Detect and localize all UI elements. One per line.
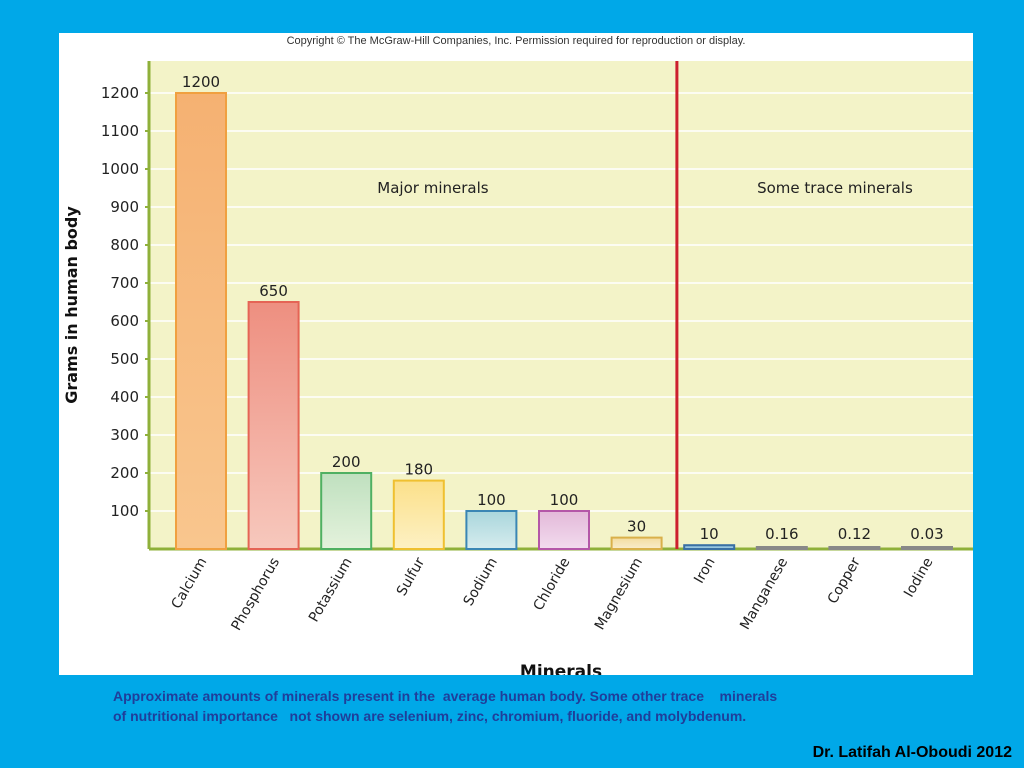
- y-tick-label: 400: [110, 388, 139, 406]
- y-tick-label: 800: [110, 236, 139, 254]
- bar: [828, 546, 881, 550]
- bar: [392, 479, 445, 551]
- y-tick-label: 300: [110, 426, 139, 444]
- figure-caption: Approximate amounts of minerals present …: [113, 686, 973, 726]
- bar-value-label: 0.16: [765, 525, 798, 543]
- y-tick-label: 1000: [101, 160, 139, 178]
- bar: [538, 510, 590, 550]
- x-category-label: Calcium: [168, 555, 210, 612]
- chart-figure: Copyright © The McGraw-Hill Companies, I…: [59, 33, 973, 675]
- region-label-major: Major minerals: [377, 179, 488, 197]
- bar: [465, 510, 518, 550]
- y-axis-title: Grams in human body: [62, 206, 81, 404]
- x-category-label: Chloride: [530, 555, 573, 613]
- mineral-bar-chart: 100 200 300 400 500 600 700 800 900 1000 1100 1200 1…: [62, 61, 973, 675]
- y-tick-label: 1100: [101, 122, 139, 140]
- bar-value-label: 30: [627, 518, 646, 536]
- y-tick-label: 700: [110, 274, 139, 292]
- x-category-label: Sulfur: [394, 555, 429, 599]
- caption-line-2: of nutritional importance not shown are …: [113, 708, 747, 724]
- copyright-notice: Copyright © The McGraw-Hill Companies, I…: [286, 35, 746, 47]
- x-category-label: Phosphorus: [228, 555, 283, 634]
- x-axis-title: Minerals: [520, 662, 602, 675]
- y-tick-label: 200: [110, 464, 139, 482]
- author-credit: Dr. Latifah Al-Oboudi 2012: [812, 744, 1012, 761]
- bar-value-label: 100: [550, 491, 579, 509]
- x-category-label: Iodine: [901, 555, 936, 600]
- bar: [610, 536, 663, 551]
- caption-line-1: Approximate amounts of minerals present …: [113, 688, 778, 704]
- x-category-label: Iron: [691, 555, 718, 586]
- bar-value-label: 100: [477, 491, 506, 509]
- bar: [175, 92, 227, 550]
- bar-value-label: 0.12: [838, 525, 871, 543]
- y-tick-label: 500: [110, 350, 139, 368]
- bar: [683, 544, 736, 551]
- x-category-label: Copper: [825, 555, 864, 607]
- bar-value-label: 10: [700, 525, 719, 543]
- bar-value-label: 200: [332, 453, 361, 471]
- bar: [320, 472, 373, 550]
- y-tick-label: 1200: [101, 84, 139, 102]
- bar-value-label: 650: [259, 282, 288, 300]
- region-label-trace: Some trace minerals: [757, 179, 913, 197]
- bar: [901, 546, 953, 550]
- bar-value-label: 0.03: [910, 525, 943, 543]
- x-category-label: Potassium: [306, 555, 356, 625]
- x-category-label: Magnesium: [592, 555, 646, 633]
- bar: [247, 301, 300, 550]
- y-tick-label: 100: [110, 502, 139, 520]
- bar: [755, 546, 808, 550]
- x-category-label: Sodium: [461, 555, 501, 609]
- x-category-label: Manganese: [737, 555, 791, 633]
- y-tick-label: 900: [110, 198, 139, 216]
- y-tick-label: 600: [110, 312, 139, 330]
- bar-value-label: 180: [404, 461, 433, 479]
- bar-value-label: 1200: [182, 73, 220, 91]
